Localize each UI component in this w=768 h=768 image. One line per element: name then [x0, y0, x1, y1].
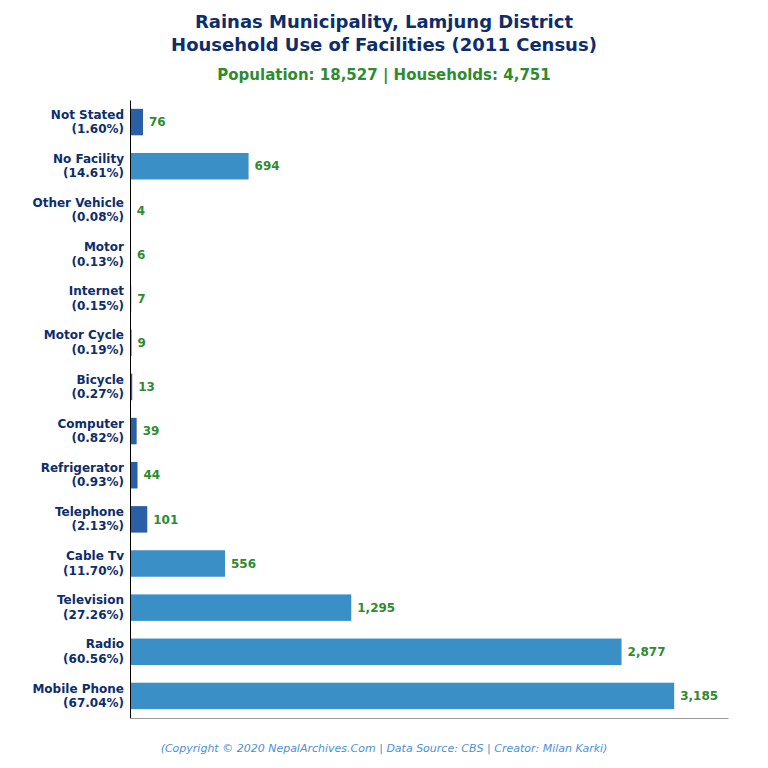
title-line: Household Use of Facilities (2011 Census…	[171, 34, 597, 55]
bar	[130, 683, 674, 709]
bar	[130, 550, 225, 576]
y-tick-label-line: Telephone	[55, 505, 124, 519]
y-axis: Not Stated(1.60%) No Facility(14.61%) Othe…	[32, 101, 130, 719]
y-axis-line	[130, 101, 131, 719]
y-tick-label-line: Internet	[69, 284, 124, 298]
data-label: 13	[138, 380, 155, 394]
y-tick-label-line: Television	[57, 593, 124, 607]
y-tick-label-line: Motor Cycle	[44, 328, 124, 342]
x-axis	[131, 718, 729, 719]
bars	[130, 109, 674, 709]
y-tick-label-line: (1.60%)	[71, 122, 124, 136]
y-tick-label: Motor(0.13%)	[71, 240, 124, 268]
data-label: 2,877	[628, 645, 666, 659]
y-tick-label-line: (14.61%)	[63, 166, 124, 180]
y-tick-label-line: (0.19%)	[71, 343, 124, 357]
y-tick: Mobile Phone(67.04%)	[32, 682, 124, 710]
y-tick-label-line: (0.08%)	[71, 210, 124, 224]
y-tick-label: Not Stated(1.60%)	[51, 108, 124, 136]
y-tick-label-line: (2.13%)	[71, 519, 124, 533]
chart: Rainas Municipality, Lamjung DistrictHou…	[0, 0, 768, 768]
y-tick-label-line: Not Stated	[51, 108, 124, 122]
subtitle: Population: 18,527 | Households: 4,751	[217, 66, 550, 85]
y-tick: Bicycle(0.27%)	[71, 373, 124, 401]
y-tick-label-line: Cable Tv	[66, 549, 124, 563]
data-label: 9	[138, 336, 146, 350]
y-tick-label-line: Radio	[86, 637, 124, 651]
y-tick-label: Other Vehicle(0.08%)	[32, 196, 124, 224]
data-label: 3,185	[680, 689, 718, 703]
y-tick-label-line: (60.56%)	[63, 652, 124, 666]
bar	[130, 594, 351, 620]
data-label: 6	[137, 248, 145, 262]
y-tick-label: Telephone(2.13%)	[55, 505, 124, 533]
y-tick: No Facility(14.61%)	[53, 152, 124, 180]
y-tick-label-line: Other Vehicle	[32, 196, 124, 210]
y-tick: Cable Tv(11.70%)	[63, 549, 124, 577]
bar	[130, 109, 143, 135]
y-tick-label: Refrigerator(0.93%)	[41, 461, 124, 489]
y-tick: Not Stated(1.60%)	[51, 108, 124, 136]
y-tick: Other Vehicle(0.08%)	[32, 196, 124, 224]
y-tick: Computer(0.82%)	[58, 417, 125, 445]
y-tick-label-line: Mobile Phone	[32, 682, 124, 696]
data-label: 556	[231, 557, 256, 571]
data-label: 39	[143, 424, 160, 438]
data-label: 4	[137, 204, 145, 218]
x-axis-line	[131, 718, 729, 719]
y-tick-label-line: (0.15%)	[71, 299, 124, 313]
data-label: 694	[255, 159, 280, 173]
y-tick-label: Mobile Phone(67.04%)	[32, 682, 124, 710]
bar	[130, 506, 147, 532]
y-tick: Refrigerator(0.93%)	[41, 461, 124, 489]
footer: (Copyright © 2020 NepalArchives.Com | Da…	[161, 742, 608, 755]
y-tick: Telephone(2.13%)	[55, 505, 124, 533]
bar	[130, 639, 622, 665]
y-tick-label: Television(27.26%)	[57, 593, 124, 621]
y-tick: Motor(0.13%)	[71, 240, 124, 268]
y-tick-label-line: No Facility	[53, 152, 124, 166]
y-tick: Internet(0.15%)	[69, 284, 124, 312]
y-tick-label: Motor Cycle(0.19%)	[44, 328, 124, 356]
y-tick-label-line: (0.27%)	[71, 387, 124, 401]
y-tick-label-line: (0.13%)	[71, 255, 124, 269]
y-tick-label-line: (0.93%)	[71, 475, 124, 489]
data-label: 101	[153, 513, 178, 527]
y-tick-label-line: (11.70%)	[63, 564, 124, 578]
bar	[130, 153, 249, 179]
data-labels: 76 694 4 6 7 9 13 39 44 101 556 1,295 2,877 3,185	[137, 115, 718, 703]
data-label: 44	[144, 468, 161, 482]
data-label: 1,295	[357, 601, 395, 615]
y-tick-label-line: (67.04%)	[63, 696, 124, 710]
y-tick-label-line: (0.82%)	[71, 431, 124, 445]
y-tick-label: Bicycle(0.27%)	[71, 373, 124, 401]
y-tick: Radio(60.56%)	[63, 637, 124, 665]
y-tick: Television(27.26%)	[57, 593, 124, 621]
y-tick-label-line: Bicycle	[76, 373, 124, 387]
y-tick-label: Radio(60.56%)	[63, 637, 124, 665]
y-tick-label: No Facility(14.61%)	[53, 152, 124, 180]
plot: 76 694 4 6 7 9 13 39 44 101 556 1,295 2,877 3,185 Not …	[32, 101, 728, 719]
bar	[130, 462, 138, 488]
y-tick-label-line: (27.26%)	[63, 608, 124, 622]
y-tick-label: Cable Tv(11.70%)	[63, 549, 124, 577]
data-label: 7	[137, 292, 145, 306]
y-tick-label: Computer(0.82%)	[58, 417, 125, 445]
y-tick-label: Internet(0.15%)	[69, 284, 124, 312]
y-tick-label-line: Refrigerator	[41, 461, 124, 475]
data-label: 76	[149, 115, 166, 129]
y-tick: Motor Cycle(0.19%)	[44, 328, 124, 356]
title: Rainas Municipality, Lamjung DistrictHou…	[171, 11, 597, 55]
title-line: Rainas Municipality, Lamjung District	[195, 11, 574, 32]
y-tick-label-line: Computer	[58, 417, 125, 431]
y-tick-label-line: Motor	[84, 240, 124, 254]
